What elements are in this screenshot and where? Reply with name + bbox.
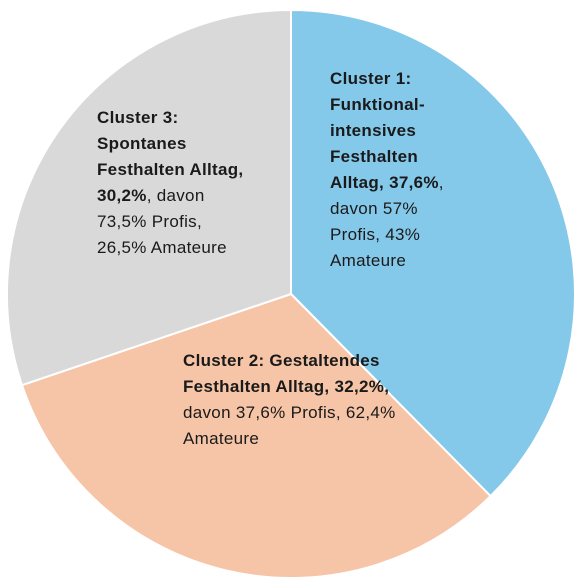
value-label: 32,2%,	[334, 377, 390, 396]
category: Cluster 2: Gestaltendes Festhalten Allta…	[183, 351, 380, 396]
slice-label: Cluster 1: Funktional-intensives Festhal…	[330, 66, 472, 274]
description: davon 37,6% Profis, 62,4% Amateure	[183, 403, 396, 448]
value-label: 37,6%	[389, 173, 439, 192]
pie-slice	[290, 8, 576, 498]
value-label: 30,2%	[97, 186, 147, 205]
description: , davon 57% Profis, 43% Amateure	[330, 173, 444, 270]
category: Cluster 1: Funktional-intensives Festhal…	[330, 69, 425, 192]
slice-label: Cluster 2: Gestaltendes Festhalten Allta…	[183, 348, 397, 452]
slice-label: Cluster 3: Spontanes Festhalten Alltag, …	[97, 105, 249, 261]
pie-slice	[20, 292, 492, 578]
pie-slice	[6, 8, 292, 387]
category: Cluster 3: Spontanes Festhalten Alltag,	[97, 108, 244, 179]
description: , davon 73,5% Profis, 26,5% Amateure	[97, 186, 227, 257]
